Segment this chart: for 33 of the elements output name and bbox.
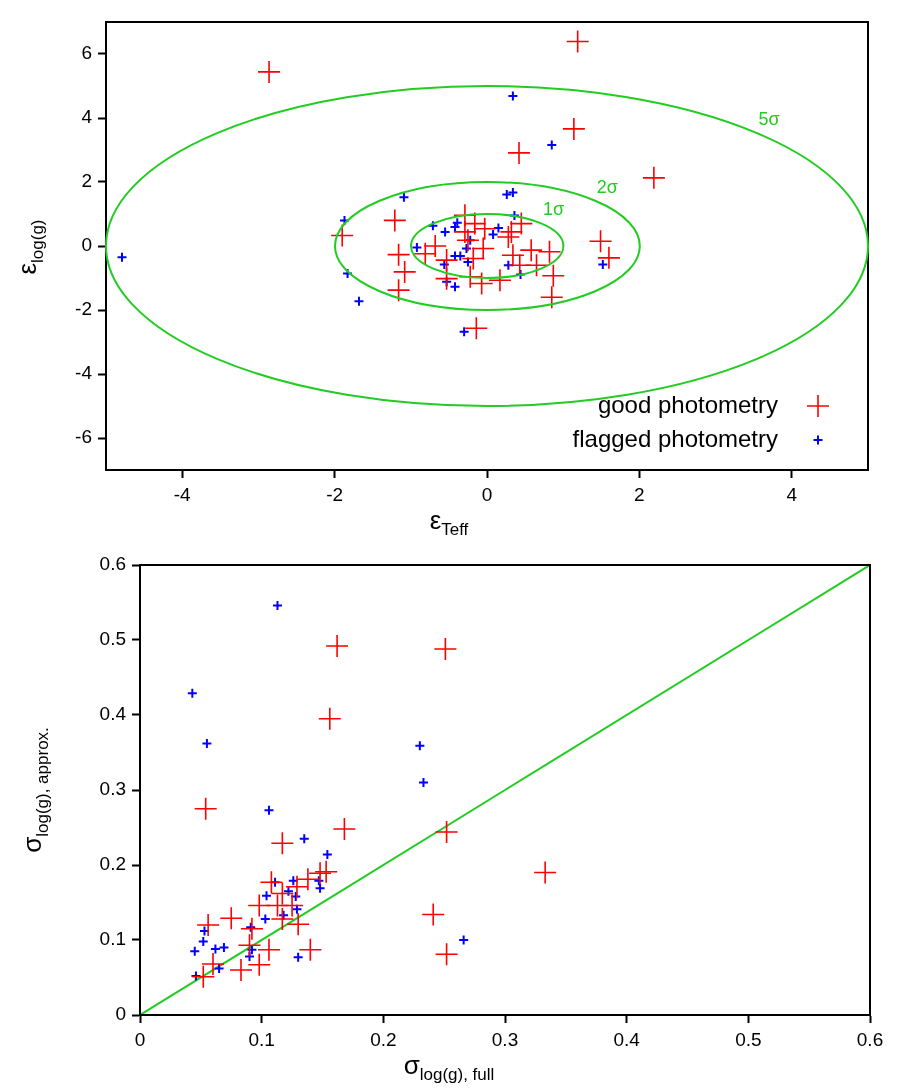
annotation: 2σ bbox=[596, 176, 618, 197]
x-tick-label: 4 bbox=[786, 483, 798, 505]
y-tick-label: 0.2 bbox=[99, 853, 126, 875]
x-tick-label: 0.4 bbox=[613, 1028, 641, 1050]
y-tick-label: -2 bbox=[75, 298, 92, 320]
legend-label: flagged photometry bbox=[572, 424, 778, 452]
x-tick-label: -4 bbox=[173, 483, 192, 505]
x-tick-label: -2 bbox=[326, 483, 344, 505]
x-tick-label: 0.2 bbox=[370, 1028, 397, 1050]
y-tick-label: -4 bbox=[75, 362, 93, 384]
y-tick-label: 0 bbox=[115, 1003, 126, 1025]
y-tick-label: 0.6 bbox=[99, 553, 126, 575]
y-tick-label: 0.1 bbox=[99, 928, 126, 950]
x-tick-label: 0.1 bbox=[248, 1028, 275, 1050]
x-tick-label: 0 bbox=[134, 1028, 146, 1050]
x-axis-title: σ$_{log(g), full}$ bbox=[402, 1050, 496, 1086]
x-tick-label: 0.3 bbox=[491, 1028, 519, 1050]
legend-label: good photometry bbox=[597, 390, 778, 418]
x-tick-label: 2 bbox=[634, 483, 645, 505]
y-tick-label: 0 bbox=[81, 234, 92, 256]
y-tick-label: 2 bbox=[81, 170, 92, 192]
y-tick-label: 0.5 bbox=[99, 628, 126, 650]
y-tick-label: 0.4 bbox=[99, 703, 127, 725]
x-axis-title: ε$_{Teff}$ bbox=[428, 505, 470, 541]
y-tick-label: 6 bbox=[81, 42, 92, 64]
y-tick-label: -6 bbox=[75, 426, 92, 448]
x-tick-label: 0.5 bbox=[735, 1028, 762, 1050]
annotation: 1σ bbox=[542, 199, 565, 220]
x-tick-label: 0.6 bbox=[856, 1028, 884, 1050]
y-tick-label: 0.3 bbox=[99, 778, 126, 800]
x-tick-label: 0 bbox=[481, 483, 493, 505]
y-tick-label: 4 bbox=[81, 106, 93, 128]
annotation: 5σ bbox=[758, 108, 780, 129]
